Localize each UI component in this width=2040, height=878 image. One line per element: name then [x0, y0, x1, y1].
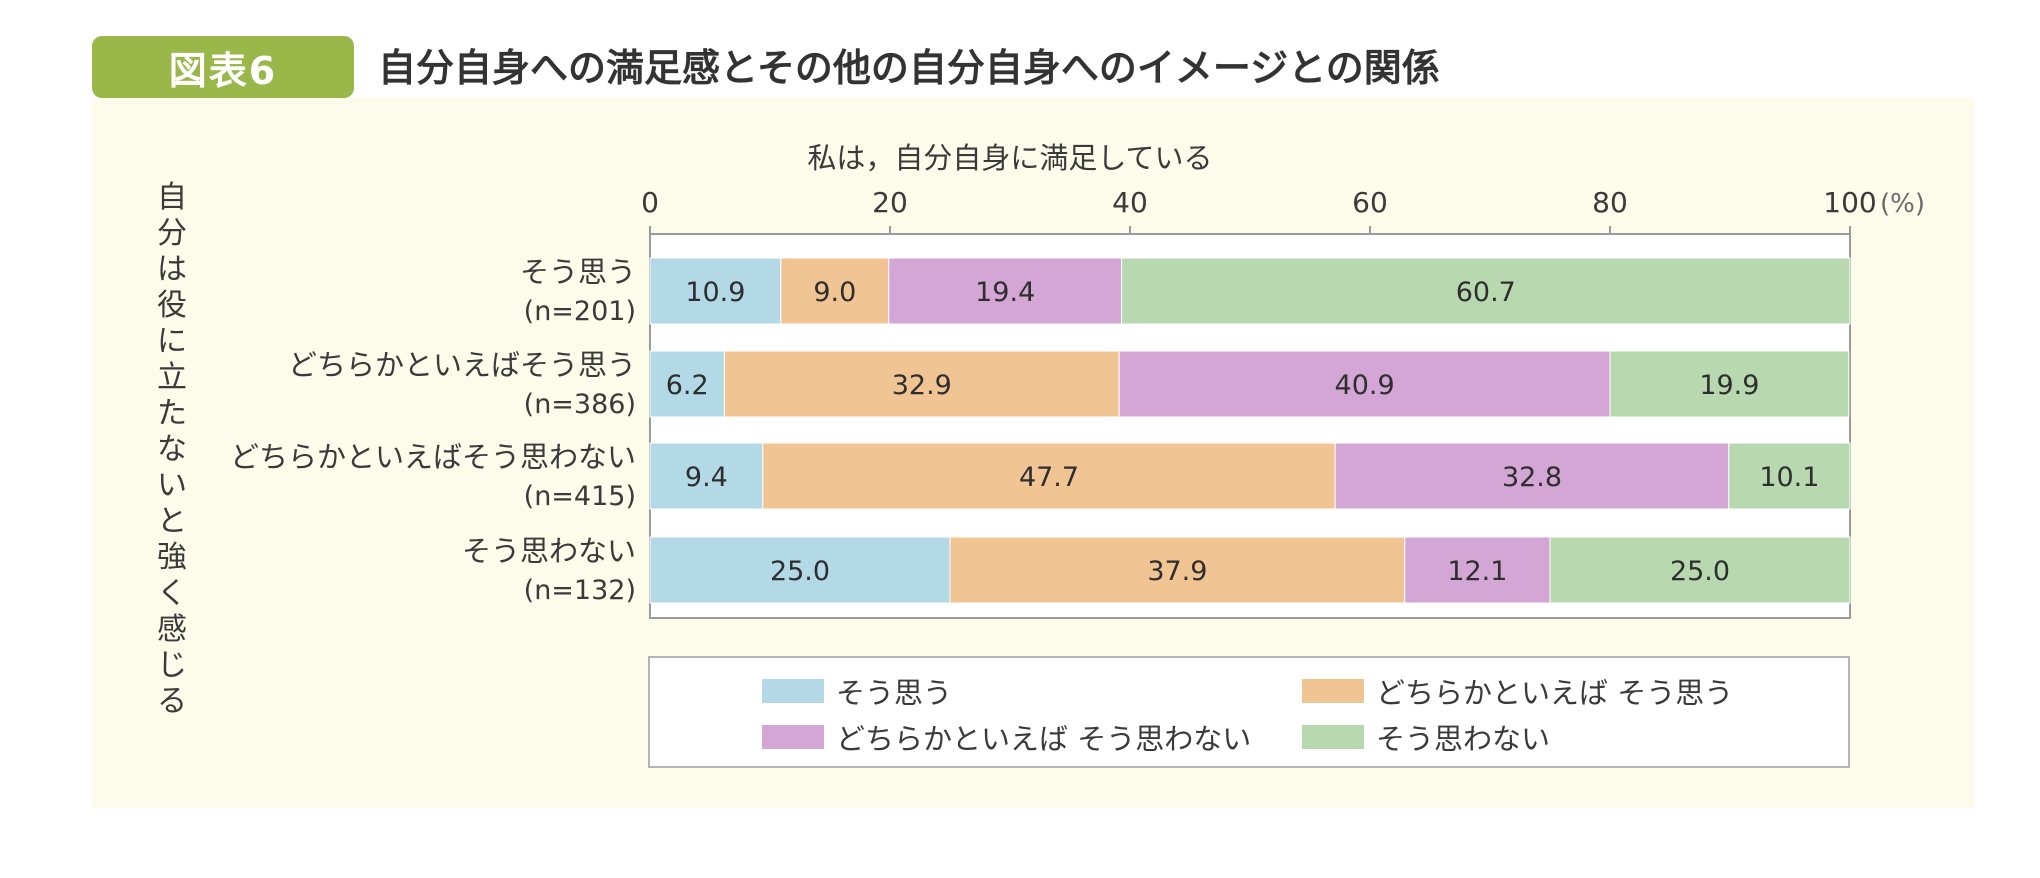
bar-segment — [949, 536, 1406, 604]
bar-segment — [1334, 442, 1730, 510]
legend-label: どちらかといえば そう思わない — [836, 722, 1252, 756]
category-n-label: (n=132) — [524, 575, 636, 606]
category-label: どちらかといえばそう思う — [288, 348, 636, 382]
bar-segment — [649, 442, 764, 510]
bar-segment — [762, 442, 1336, 510]
y-axis-label: 自分は役に立たないと強く感じる — [157, 180, 187, 719]
x-tick-label: 0 — [641, 186, 659, 219]
data-label: 47.7 — [1019, 462, 1079, 493]
x-tick-label: 80 — [1592, 186, 1628, 219]
legend-item-somewhat-no: どちらかといえば そう思わない — [762, 716, 1251, 758]
data-label: 19.4 — [975, 277, 1035, 308]
category-label: どちらかといえばそう思わない — [230, 440, 636, 474]
bar-segment — [888, 257, 1123, 325]
x-tick-label: 20 — [872, 186, 908, 219]
category-n-label: (n=201) — [524, 296, 636, 327]
bar-segment — [1118, 350, 1611, 418]
data-label: 32.8 — [1502, 462, 1562, 493]
legend-label: どちらかといえば そう思う — [1376, 676, 1734, 710]
data-label: 9.0 — [813, 277, 856, 308]
category-n-label: (n=415) — [524, 481, 636, 512]
data-label: 12.1 — [1447, 556, 1507, 587]
legend-label: そう思わない — [1376, 722, 1551, 756]
data-label: 10.1 — [1759, 462, 1819, 493]
bar-segment — [723, 350, 1120, 418]
bar-segment — [649, 350, 725, 418]
legend-swatch — [762, 725, 824, 749]
legend-item-no: そう思わない — [1302, 716, 1550, 758]
x-tick-label: 100 — [1823, 186, 1876, 219]
data-label: 40.9 — [1335, 370, 1395, 401]
category-n-label: (n=386) — [524, 389, 636, 420]
x-tick-label: 40 — [1112, 186, 1148, 219]
bar-segment — [1609, 350, 1850, 418]
data-label: 19.9 — [1699, 370, 1759, 401]
bar-segment — [1549, 536, 1851, 604]
bar-segment — [649, 536, 951, 604]
data-label: 10.9 — [685, 277, 745, 308]
data-label: 32.9 — [892, 370, 952, 401]
category-label: そう思う — [520, 255, 636, 289]
figure-title: 自分自身への満足感とその他の自分自身へのイメージとの関係 — [378, 46, 1440, 90]
legend-swatch — [762, 679, 824, 703]
bar-segment — [780, 257, 890, 325]
data-label: 37.9 — [1147, 556, 1207, 587]
x-unit-label: (%) — [1880, 189, 1925, 219]
figure-badge: 図表6 — [92, 36, 354, 98]
legend-swatch — [1302, 725, 1364, 749]
category-label: そう思わない — [462, 534, 636, 568]
bar-segment — [1728, 442, 1851, 510]
data-label: 6.2 — [666, 370, 709, 401]
bar-segment — [1404, 536, 1551, 604]
data-label: 60.7 — [1456, 277, 1516, 308]
legend-item-yes: そう思う — [762, 670, 952, 712]
legend: そう思う どちらかといえば そう思う どちらかといえば そう思わない そう思わな… — [648, 656, 1850, 768]
data-label: 25.0 — [770, 556, 830, 587]
data-label: 25.0 — [1670, 556, 1730, 587]
data-label: 9.4 — [685, 462, 728, 493]
legend-item-somewhat-yes: どちらかといえば そう思う — [1302, 670, 1733, 712]
legend-label: そう思う — [836, 676, 953, 710]
x-tick-label: 60 — [1352, 186, 1388, 219]
legend-swatch — [1302, 679, 1364, 703]
chart-title: 私は，自分自身に満足している — [807, 141, 1212, 175]
bar-segment — [1121, 257, 1851, 325]
